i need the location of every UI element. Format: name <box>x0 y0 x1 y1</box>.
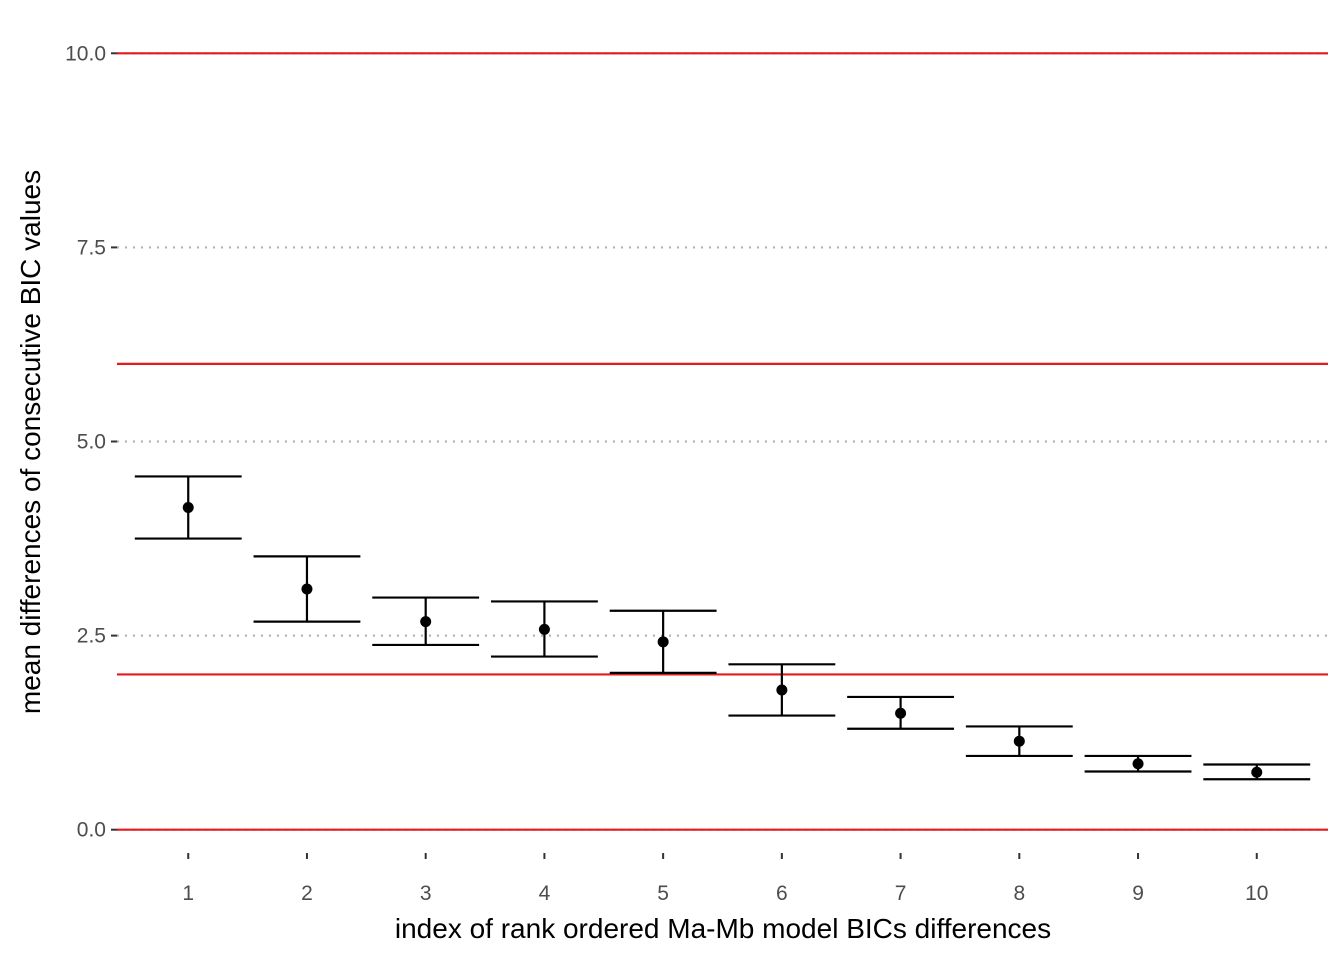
error-bars <box>134 475 1311 781</box>
x-axis-title: index of rank ordered Ma-Mb model BICs d… <box>395 913 1051 944</box>
data-point <box>895 707 907 719</box>
x-tick-label: 8 <box>1013 882 1025 905</box>
reference-lines <box>117 52 1328 831</box>
x-tick-label: 2 <box>301 882 313 905</box>
x-tick-label: 7 <box>895 882 907 905</box>
x-tick-label: 9 <box>1132 882 1144 905</box>
data-point <box>1251 766 1263 778</box>
data-point <box>1013 735 1025 747</box>
x-tick-label: 5 <box>657 882 669 905</box>
grid-lines <box>117 52 1328 831</box>
x-tick-label: 1 <box>182 882 194 905</box>
x-tick-label: 4 <box>539 882 551 905</box>
x-tick-label: 3 <box>420 882 432 905</box>
y-axis-ticks: 0.0 2.5 5.0 7.5 10.0 <box>65 42 117 842</box>
data-point <box>420 616 432 628</box>
data-points <box>182 501 1263 778</box>
data-point <box>538 623 550 635</box>
x-tick-label: 6 <box>776 882 788 905</box>
data-point <box>301 583 313 595</box>
data-point <box>776 684 788 696</box>
y-axis-title: mean differences of consecutive BIC valu… <box>15 170 46 714</box>
data-point <box>1132 758 1144 770</box>
y-tick-label: 7.5 <box>77 236 106 259</box>
y-tick-label: 0.0 <box>77 819 106 842</box>
y-tick-label: 2.5 <box>77 625 106 648</box>
y-tick-label: 10.0 <box>65 42 106 65</box>
x-tick-label: 10 <box>1245 882 1268 905</box>
data-point <box>182 501 194 513</box>
x-axis-ticks: 1 2 3 4 5 6 7 8 9 10 <box>182 853 1268 905</box>
data-point <box>657 636 669 648</box>
y-tick-label: 5.0 <box>77 431 106 454</box>
